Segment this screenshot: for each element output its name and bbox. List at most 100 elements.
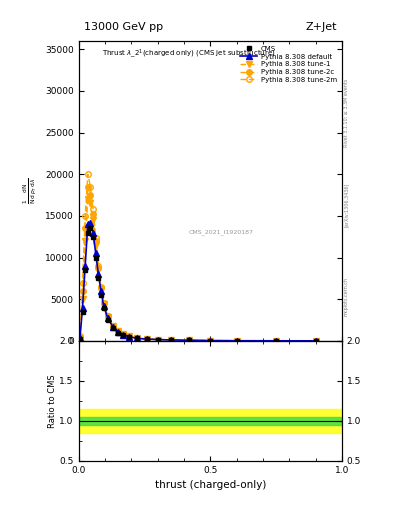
Pythia 8.308 tune-2c bbox=[91, 211, 95, 217]
CMS bbox=[110, 325, 115, 331]
Line: Pythia 8.308 tune-1: Pythia 8.308 tune-1 bbox=[77, 197, 318, 344]
Pythia 8.308 tune-2c bbox=[110, 323, 115, 329]
Pythia 8.308 tune-1 bbox=[145, 336, 149, 342]
CMS bbox=[145, 336, 149, 342]
Pythia 8.308 default bbox=[155, 336, 160, 343]
Pythia 8.308 tune-1 bbox=[116, 328, 120, 334]
Pythia 8.308 default bbox=[168, 337, 173, 343]
Pythia 8.308 tune-1 bbox=[274, 338, 278, 344]
Pythia 8.308 tune-2c bbox=[99, 285, 103, 291]
Pythia 8.308 tune-2c bbox=[88, 192, 93, 198]
Pythia 8.308 tune-2m bbox=[116, 328, 120, 334]
Pythia 8.308 tune-2c bbox=[94, 238, 98, 244]
Pythia 8.308 tune-2m bbox=[155, 336, 160, 343]
Pythia 8.308 tune-2c bbox=[274, 338, 278, 344]
CMS bbox=[88, 225, 93, 231]
Text: Z+Jet: Z+Jet bbox=[305, 22, 337, 32]
Pythia 8.308 tune-1 bbox=[168, 337, 173, 343]
CMS bbox=[77, 336, 82, 342]
Pythia 8.308 default bbox=[110, 324, 115, 330]
Pythia 8.308 tune-2m bbox=[77, 333, 82, 339]
Pythia 8.308 tune-2c bbox=[313, 338, 318, 344]
Pythia 8.308 tune-2c bbox=[208, 337, 213, 344]
Y-axis label: $\frac{1}{\mathrm{N}}\frac{\mathrm{d}\mathrm{N}}{\mathrm{d}\,p_T\,\mathrm{d}\lam: $\frac{1}{\mathrm{N}}\frac{\mathrm{d}\ma… bbox=[22, 178, 39, 204]
Legend: CMS, Pythia 8.308 default, Pythia 8.308 tune-1, Pythia 8.308 tune-2c, Pythia 8.3: CMS, Pythia 8.308 default, Pythia 8.308 … bbox=[239, 45, 338, 84]
Pythia 8.308 default bbox=[99, 288, 103, 294]
Pythia 8.308 tune-1 bbox=[77, 334, 82, 340]
Pythia 8.308 default bbox=[126, 333, 131, 339]
CMS bbox=[83, 267, 88, 273]
Pythia 8.308 tune-1 bbox=[99, 286, 103, 292]
Pythia 8.308 tune-1 bbox=[121, 331, 126, 337]
Pythia 8.308 tune-2c bbox=[83, 225, 88, 231]
Pythia 8.308 tune-2m bbox=[96, 263, 101, 269]
CMS bbox=[105, 317, 110, 323]
Pythia 8.308 tune-2c bbox=[134, 335, 139, 341]
CMS bbox=[96, 275, 101, 282]
Pythia 8.308 tune-1 bbox=[91, 217, 95, 223]
Pythia 8.308 tune-2m bbox=[83, 213, 88, 219]
Pythia 8.308 tune-1 bbox=[85, 196, 90, 202]
Pythia 8.308 default bbox=[105, 314, 110, 321]
Pythia 8.308 tune-2m bbox=[110, 323, 115, 329]
Pythia 8.308 default bbox=[187, 337, 191, 344]
CMS bbox=[187, 337, 191, 344]
Pythia 8.308 default bbox=[313, 338, 318, 344]
Pythia 8.308 tune-1 bbox=[94, 242, 98, 248]
Pythia 8.308 tune-2m bbox=[105, 313, 110, 319]
Pythia 8.308 default bbox=[134, 335, 139, 342]
CMS bbox=[168, 337, 173, 343]
Pythia 8.308 tune-2m bbox=[234, 337, 239, 344]
Text: CMS_2021_I1920187: CMS_2021_I1920187 bbox=[188, 229, 253, 234]
Pythia 8.308 tune-1 bbox=[187, 337, 191, 344]
Pythia 8.308 tune-2m bbox=[126, 333, 131, 339]
Pythia 8.308 tune-1 bbox=[155, 336, 160, 343]
Pythia 8.308 default bbox=[234, 337, 239, 344]
Pythia 8.308 tune-2m bbox=[91, 206, 95, 212]
Pythia 8.308 tune-2m bbox=[101, 300, 106, 306]
Text: [arXiv:1306.3436]: [arXiv:1306.3436] bbox=[344, 183, 349, 227]
Pythia 8.308 tune-2m bbox=[121, 331, 126, 337]
Pythia 8.308 tune-1 bbox=[80, 296, 85, 302]
Pythia 8.308 tune-2m bbox=[134, 335, 139, 341]
Pythia 8.308 tune-1 bbox=[208, 337, 213, 344]
Pythia 8.308 tune-2c bbox=[168, 337, 173, 343]
Line: Pythia 8.308 tune-2c: Pythia 8.308 tune-2c bbox=[77, 184, 318, 344]
Pythia 8.308 tune-2c bbox=[105, 313, 110, 319]
Pythia 8.308 default bbox=[94, 250, 98, 257]
CMS bbox=[116, 329, 120, 335]
Pythia 8.308 default bbox=[77, 335, 82, 342]
Pythia 8.308 default bbox=[145, 336, 149, 342]
CMS bbox=[155, 336, 160, 343]
Pythia 8.308 tune-2c bbox=[80, 288, 85, 294]
Pythia 8.308 tune-2c bbox=[145, 336, 149, 342]
Pythia 8.308 default bbox=[91, 229, 95, 236]
Pythia 8.308 default bbox=[101, 303, 106, 309]
Text: Thrust $\lambda\_2^1$(charged only) (CMS jet substructure): Thrust $\lambda\_2^1$(charged only) (CMS… bbox=[102, 47, 276, 60]
Pythia 8.308 default bbox=[85, 221, 90, 227]
CMS bbox=[85, 229, 90, 236]
CMS bbox=[313, 338, 318, 344]
Pythia 8.308 tune-2m bbox=[88, 184, 93, 190]
Pythia 8.308 tune-2m bbox=[80, 280, 85, 286]
Y-axis label: Ratio to CMS: Ratio to CMS bbox=[48, 374, 57, 428]
Pythia 8.308 tune-2c bbox=[116, 328, 120, 334]
Pythia 8.308 tune-2m bbox=[99, 284, 103, 290]
CMS bbox=[234, 337, 239, 344]
CMS bbox=[101, 305, 106, 311]
CMS bbox=[134, 335, 139, 342]
Pythia 8.308 tune-1 bbox=[126, 333, 131, 339]
Pythia 8.308 tune-2m bbox=[208, 337, 213, 344]
Pythia 8.308 tune-2c bbox=[96, 265, 101, 271]
Pythia 8.308 default bbox=[83, 263, 88, 269]
CMS bbox=[126, 334, 131, 340]
Text: mcplots.cern.ch: mcplots.cern.ch bbox=[344, 278, 349, 316]
Line: Pythia 8.308 default: Pythia 8.308 default bbox=[77, 220, 318, 344]
Text: Rivet 3.1.10; ≥ 3.3M events: Rivet 3.1.10; ≥ 3.3M events bbox=[344, 78, 349, 147]
Pythia 8.308 tune-2m bbox=[94, 234, 98, 241]
Pythia 8.308 tune-1 bbox=[88, 200, 93, 206]
Pythia 8.308 tune-2c bbox=[234, 337, 239, 344]
Pythia 8.308 tune-2c bbox=[85, 184, 90, 190]
Pythia 8.308 tune-2m bbox=[168, 337, 173, 343]
Pythia 8.308 tune-2c bbox=[77, 334, 82, 340]
